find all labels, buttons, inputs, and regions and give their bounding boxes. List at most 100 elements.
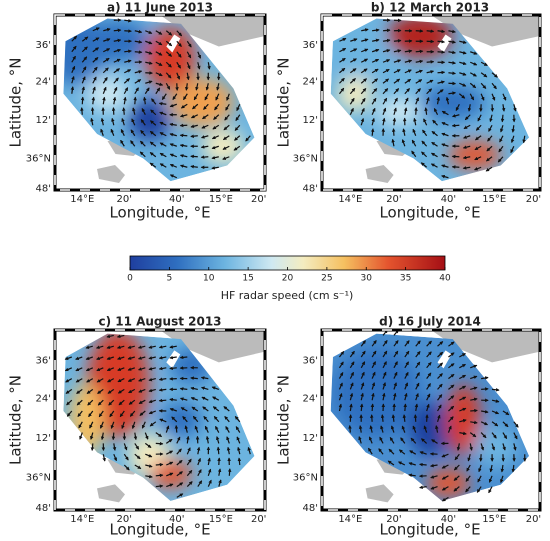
current-arrow	[415, 59, 424, 64]
current-arrow	[409, 450, 417, 455]
current-arrow	[338, 371, 344, 379]
x-tick-label: 20'	[251, 194, 266, 205]
current-arrow	[186, 72, 190, 81]
current-arrow	[404, 97, 409, 105]
current-arrow	[382, 350, 388, 358]
frame-dash	[321, 329, 541, 511]
current-arrow	[106, 345, 114, 349]
current-arrow	[213, 415, 220, 423]
current-arrow	[205, 435, 210, 444]
current-arrow	[430, 486, 438, 490]
current-arrow	[470, 397, 478, 402]
current-arrow	[195, 83, 199, 91]
current-arrow	[71, 75, 75, 84]
current-arrow	[197, 457, 201, 466]
current-arrow	[404, 382, 409, 390]
current-arrow	[159, 121, 167, 126]
current-arrow	[393, 361, 398, 369]
y-tick-label: 12'	[36, 115, 51, 126]
current-arrow	[138, 399, 146, 405]
current-arrow	[201, 396, 209, 401]
current-arrow	[213, 114, 220, 120]
current-arrow	[158, 101, 167, 106]
current-arrow	[106, 334, 114, 339]
current-arrow	[451, 114, 460, 118]
current-arrow	[481, 409, 489, 414]
current-arrow	[480, 61, 488, 67]
current-arrow	[227, 468, 232, 476]
y-tick-label: 12'	[303, 115, 318, 126]
current-arrow	[247, 446, 251, 455]
x-axis-label: Longitude, °E	[109, 204, 210, 222]
current-arrow	[96, 356, 104, 361]
y-tick-label: 36'	[36, 356, 51, 367]
current-arrow	[184, 425, 189, 433]
current-arrow	[393, 340, 399, 347]
current-arrow	[186, 481, 193, 488]
current-arrow	[207, 62, 211, 70]
current-arrow	[426, 29, 435, 33]
current-arrow	[470, 51, 478, 55]
current-arrow	[491, 72, 498, 78]
current-arrow	[437, 362, 443, 369]
current-arrow	[123, 78, 130, 84]
current-arrow	[437, 70, 446, 75]
current-arrow	[455, 103, 460, 112]
current-arrow	[169, 397, 177, 402]
current-arrow	[404, 88, 410, 95]
current-arrow	[138, 378, 146, 382]
current-arrow	[226, 446, 231, 455]
current-arrow	[133, 432, 138, 441]
current-arrow	[382, 68, 390, 74]
current-arrow	[404, 59, 413, 63]
current-arrow	[179, 397, 188, 401]
current-arrow	[404, 49, 413, 53]
current-arrow	[422, 129, 428, 137]
current-arrow	[415, 351, 421, 358]
current-arrow	[431, 130, 438, 137]
current-arrow	[454, 453, 460, 461]
current-arrow	[382, 107, 387, 115]
current-arrow	[371, 371, 376, 379]
current-arrow	[176, 72, 181, 80]
current-arrow	[85, 367, 94, 372]
current-arrow	[432, 119, 438, 126]
current-arrow	[204, 93, 209, 101]
current-arrow	[103, 38, 111, 42]
current-arrow	[91, 96, 96, 105]
current-arrow	[191, 406, 199, 412]
current-arrow	[81, 36, 89, 42]
current-arrow	[431, 141, 438, 147]
current-arrow	[393, 350, 399, 358]
current-arrow	[462, 166, 471, 170]
current-arrow	[214, 103, 220, 111]
current-arrow	[180, 407, 188, 412]
current-arrow	[402, 128, 406, 136]
current-arrow	[120, 128, 125, 137]
current-arrow	[128, 388, 136, 394]
current-arrow	[137, 345, 146, 349]
current-arrow	[448, 373, 455, 380]
current-arrow	[480, 93, 485, 101]
current-arrow	[480, 443, 485, 451]
current-arrow	[513, 104, 517, 112]
current-arrow	[169, 122, 177, 127]
current-arrow	[382, 361, 387, 369]
speed-blob	[86, 76, 129, 112]
map-panel: a) 11 June 2013 Longitude, °E Latitude, °N…	[7, 1, 267, 222]
current-arrow	[207, 468, 212, 476]
current-arrow	[222, 135, 230, 141]
x-tick-label: 15°E	[209, 514, 233, 525]
current-arrow	[201, 124, 209, 129]
current-arrow	[98, 410, 104, 418]
current-arrow	[102, 76, 108, 84]
current-arrow	[99, 421, 104, 429]
current-arrow	[194, 425, 199, 433]
current-arrow	[464, 114, 471, 121]
current-arrow	[360, 382, 365, 390]
current-arrow	[165, 51, 172, 57]
current-arrow	[235, 426, 241, 433]
current-arrow	[236, 103, 241, 112]
current-arrow	[71, 45, 77, 53]
current-arrow	[124, 59, 132, 63]
